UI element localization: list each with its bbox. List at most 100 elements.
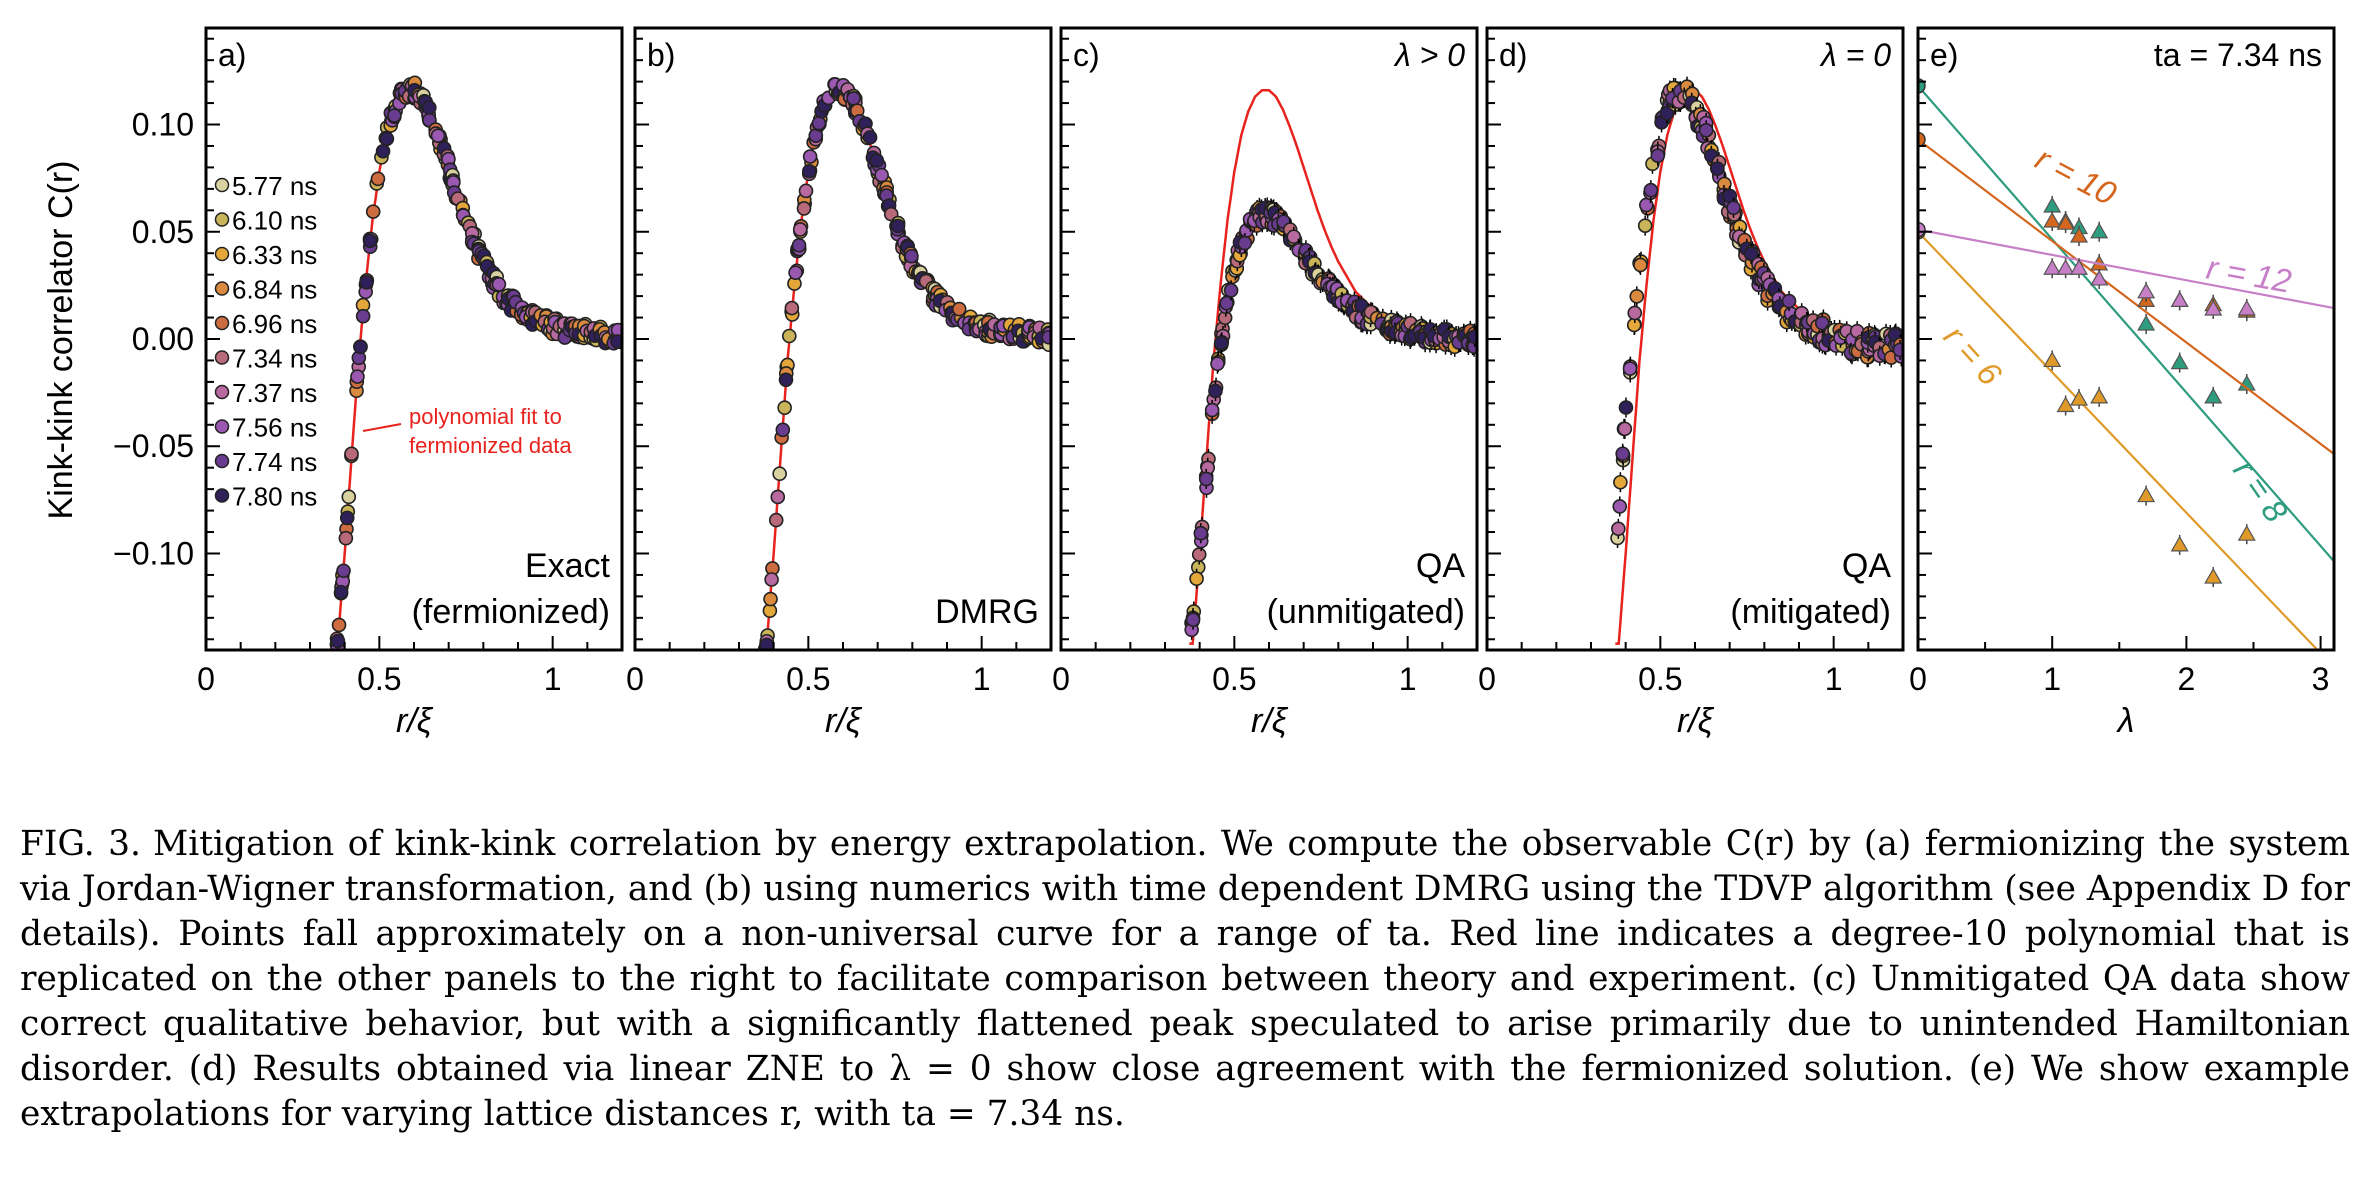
x-axis-label: λ (2116, 702, 2135, 740)
data-point (344, 446, 359, 462)
x-tick-label: 1 (544, 661, 562, 697)
data-point (331, 617, 347, 633)
panel-tag: e) (1930, 37, 1958, 73)
data-point (338, 530, 354, 546)
legend-entry: 7.74 ns (232, 447, 317, 477)
legend-entry: 7.56 ns (232, 413, 317, 443)
data-point (788, 265, 803, 280)
data-triangle (2056, 213, 2075, 230)
figure-caption: FIG. 3. Mitigation of kink-kink correlati… (20, 822, 2350, 1137)
series-label: r = 6 (1937, 318, 2010, 393)
x-tick-label: 0 (1909, 661, 1927, 697)
legend-marker (214, 453, 230, 469)
legend-entry: 6.33 ns (232, 240, 317, 270)
data-point (330, 633, 346, 649)
data-triangle (2137, 486, 2156, 503)
y-tick-label: 0.00 (132, 321, 194, 357)
panel-b: 0 0.5 1 r/ξ b) DMRG (626, 26, 1053, 740)
legend-entry: 7.37 ns (232, 378, 317, 408)
data-triangle (2237, 299, 2256, 316)
data-triangle (2069, 259, 2089, 275)
data-point (1743, 246, 1759, 262)
data-point (777, 400, 792, 416)
panel-tag: a) (218, 37, 246, 73)
data-point (802, 149, 818, 164)
legend-marker (214, 350, 230, 365)
x-tick-label: 0 (1052, 661, 1070, 697)
data-point (1204, 402, 1220, 418)
fit-line-r=12 (1918, 228, 2334, 310)
x-axis-label: r/ξ (825, 702, 863, 740)
data-point (1643, 182, 1659, 198)
data-point (1650, 148, 1666, 164)
x-tick-label: 2 (2177, 661, 2195, 697)
data-point (350, 369, 365, 384)
data-point (874, 167, 889, 183)
panel-bottom-label-1: QA (1842, 547, 1891, 585)
legend-entry: 7.34 ns (232, 344, 317, 374)
data-point (1237, 235, 1253, 251)
data-point (370, 171, 386, 187)
legend-marker (214, 419, 230, 434)
annotation-line-1: polynomial fit to (409, 404, 562, 429)
data-point (869, 153, 885, 168)
data-point (375, 143, 391, 159)
data-triangle (2204, 567, 2223, 584)
x-tick-label: 3 (2312, 661, 2330, 697)
data-point (1637, 218, 1653, 233)
data-triangle (2137, 314, 2156, 331)
data-point (1223, 283, 1239, 298)
panel-tag: d) (1499, 37, 1527, 73)
data-point (1892, 342, 1903, 358)
legend-marker (214, 281, 230, 296)
data-point (1698, 122, 1714, 138)
data-point (1193, 525, 1209, 541)
data-triangle (2069, 226, 2089, 243)
data-point (775, 422, 791, 438)
data-triangle (2237, 524, 2256, 541)
data-point (770, 489, 786, 505)
data-point (904, 248, 919, 264)
x-axis-label: r/ξ (1677, 702, 1715, 740)
data-point (1615, 446, 1630, 462)
data-point (341, 489, 357, 505)
intercept-point (1918, 221, 1926, 238)
data-point (1633, 257, 1648, 273)
data-point (1618, 400, 1634, 415)
y-tick-label: −0.10 (113, 535, 194, 571)
legend-entry: 6.96 ns (232, 309, 317, 339)
legend-marker (214, 246, 230, 262)
data-point (802, 163, 817, 179)
data-point (1814, 315, 1830, 331)
data-point (772, 466, 787, 482)
data-point (781, 328, 797, 344)
data-point (862, 130, 878, 145)
x-tick-label: 1 (1825, 661, 1843, 697)
data-point (763, 591, 778, 607)
x-tick-label: 0.5 (1212, 661, 1256, 697)
series-label: r = 12 (2204, 248, 2294, 299)
data-point (1611, 521, 1626, 537)
y-tick-label: −0.05 (113, 428, 194, 464)
data-triangle (2204, 299, 2223, 316)
annotation-line (362, 423, 402, 432)
data-point (365, 204, 381, 219)
panel-bottom-label-2: (mitigated) (1730, 593, 1891, 631)
intercept-point (1918, 131, 1926, 148)
series-label: r = 10 (2030, 140, 2123, 213)
data-point (362, 233, 378, 249)
x-tick-label: 0.5 (357, 661, 401, 697)
panel-c: 0 0.5 1 r/ξ c) λ > 0 QA (unmitigated) (1052, 26, 1479, 740)
data-point (359, 275, 374, 290)
data-point (1629, 289, 1645, 304)
x-tick-label: 0 (197, 661, 215, 697)
data-point (1210, 356, 1225, 372)
data-point (768, 512, 784, 528)
data-point (1189, 571, 1204, 587)
legend: 5.77 ns 6.10 ns 6.33 ns 6.84 ns 6.96 ns 7.34 … (214, 171, 317, 512)
legend-entry: 6.10 ns (232, 206, 317, 236)
panel-corner-label: λ > 0 (1393, 37, 1465, 73)
data-triangle (2090, 269, 2109, 286)
x-axis-label: r/ξ (1251, 702, 1289, 740)
data-triangle (2090, 387, 2109, 404)
